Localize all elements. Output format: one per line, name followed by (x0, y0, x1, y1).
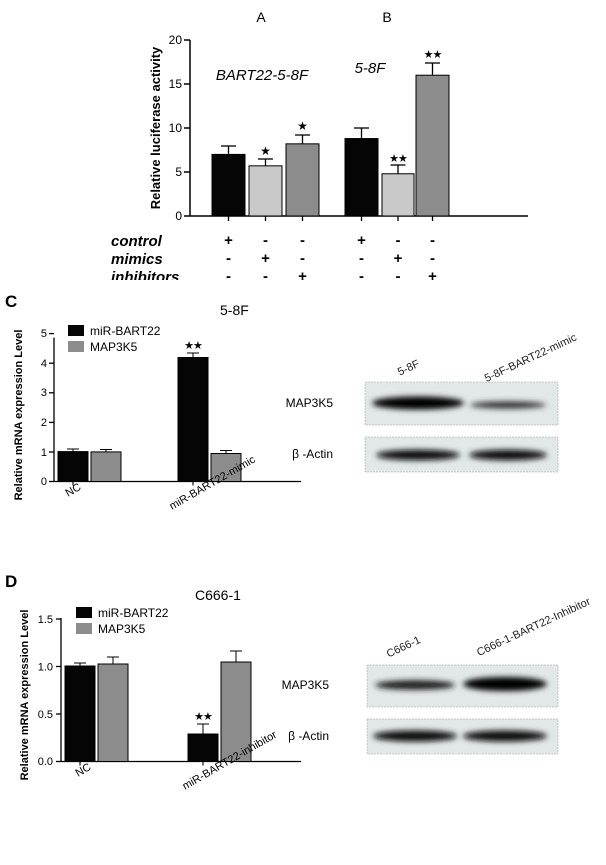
svg-text:-: - (226, 268, 231, 280)
svg-text:5-8F-BART22-mimic: 5-8F-BART22-mimic (483, 331, 579, 384)
svg-text:+: + (298, 268, 307, 280)
svg-text:-: - (300, 232, 305, 249)
svg-text:β -Actin: β -Actin (288, 729, 329, 743)
svg-text:-: - (396, 268, 401, 280)
svg-text:+: + (428, 268, 437, 280)
svg-text:mimics: mimics (111, 251, 163, 268)
svg-text:β -Actin: β -Actin (292, 447, 333, 461)
svg-text:5-8F: 5-8F (396, 358, 422, 379)
svg-text:-: - (359, 268, 364, 280)
svg-text:C666-1: C666-1 (385, 634, 423, 660)
svg-text:+: + (394, 250, 403, 267)
svg-text:MAP3K5: MAP3K5 (286, 396, 334, 410)
svg-text:-: - (263, 268, 268, 280)
svg-text:-: - (430, 232, 435, 249)
svg-text:control: control (111, 233, 163, 250)
svg-text:-: - (300, 250, 305, 267)
svg-text:-: - (226, 250, 231, 267)
svg-text:+: + (357, 232, 366, 249)
svg-text:C666-1-BART22-Inhibitor: C666-1-BART22-Inhibitor (475, 596, 593, 659)
svg-text:-: - (263, 232, 268, 249)
svg-text:MAP3K5: MAP3K5 (282, 678, 330, 692)
svg-text:+: + (224, 232, 233, 249)
svg-text:-: - (359, 250, 364, 267)
svg-text:-: - (396, 232, 401, 249)
svg-text:inhibitors: inhibitors (111, 269, 179, 280)
svg-text:-: - (430, 250, 435, 267)
svg-text:+: + (261, 250, 270, 267)
